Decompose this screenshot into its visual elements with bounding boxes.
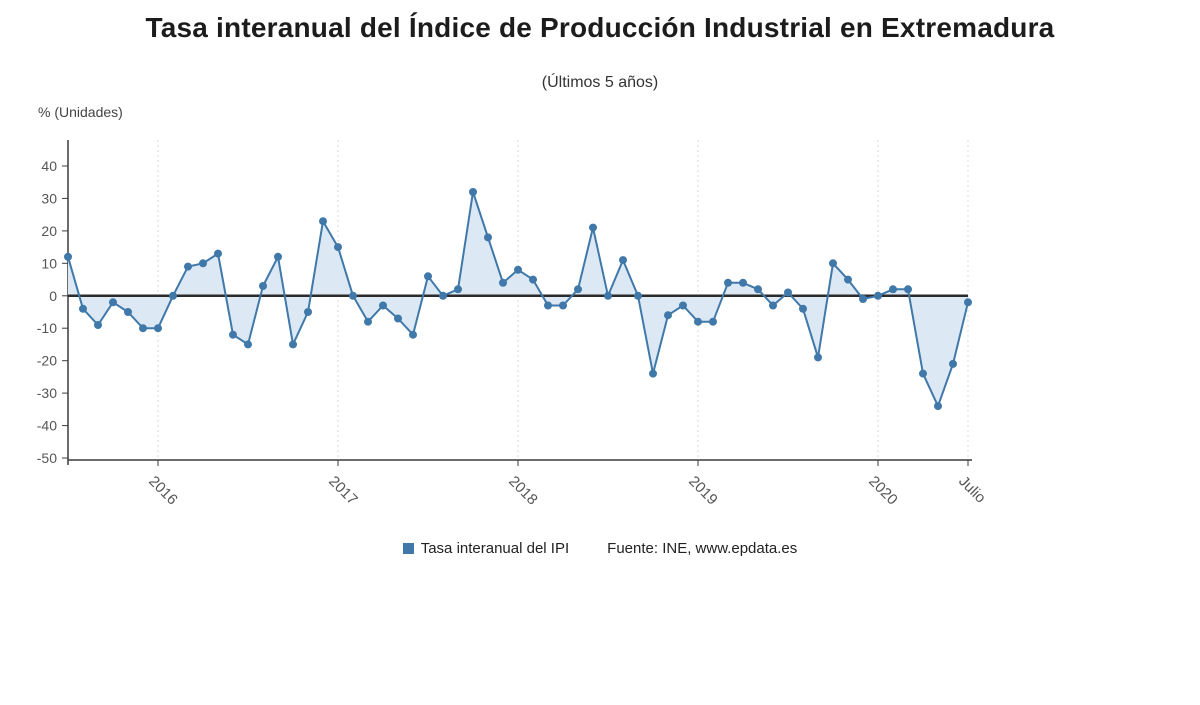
chart-subtitle: (Últimos 5 años): [541, 74, 659, 91]
x-axis-labels: 2016 2017 2018 2019 2020 Julio: [145, 460, 989, 508]
svg-text:2017: 2017: [325, 473, 361, 509]
svg-text:-20: -20: [37, 353, 57, 369]
svg-text:40: 40: [41, 158, 57, 174]
svg-text:-30: -30: [37, 385, 57, 401]
svg-text:-50: -50: [37, 450, 57, 466]
svg-text:2019: 2019: [685, 473, 721, 509]
chart-title: Tasa interanual del Índice de Producción…: [145, 12, 1055, 43]
svg-text:-40: -40: [37, 418, 57, 434]
legend-series-label: Tasa interanual del IPI: [420, 540, 570, 557]
svg-text:2020: 2020: [865, 473, 901, 509]
legend: Tasa interanual del IPI Fuente: INE, www…: [0, 540, 1200, 557]
svg-text:30: 30: [41, 190, 57, 206]
svg-text:10: 10: [41, 255, 57, 271]
source-label: Fuente: INE, www.epdata.es: [607, 540, 798, 557]
series-line: [67, 191, 969, 408]
svg-text:-10: -10: [37, 320, 57, 336]
svg-text:20: 20: [41, 223, 57, 239]
series-points: [64, 188, 972, 411]
legend-item-ipi[interactable]: Tasa interanual del IPI: [402, 540, 570, 557]
y-axis-ticks: 40 30 20 10 0 -10 -20 -30 -40 -50: [37, 158, 68, 466]
legend-swatch-icon: [402, 543, 414, 554]
svg-text:2018: 2018: [505, 473, 541, 509]
y-axis-unit-label: % (Unidades): [38, 104, 123, 120]
series-area-fill: [68, 192, 968, 407]
svg-text:0: 0: [49, 288, 57, 304]
svg-text:Julio: Julio: [955, 473, 989, 507]
svg-text:2016: 2016: [145, 473, 181, 509]
